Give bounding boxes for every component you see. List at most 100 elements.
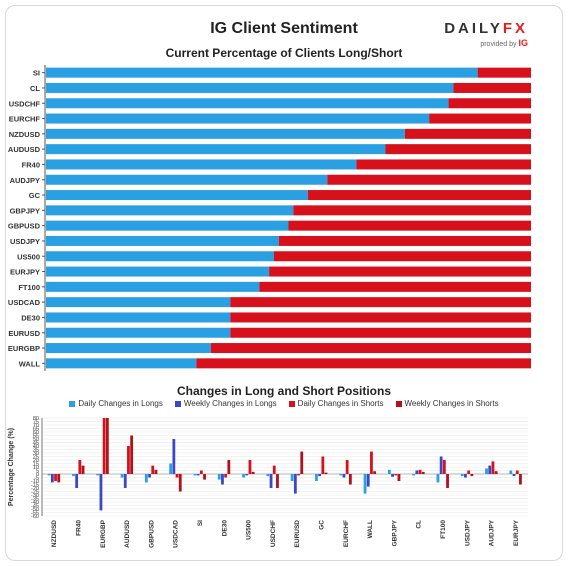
- change-bar-daily-changes-in-shorts-nzdusd: [54, 474, 57, 481]
- change-bar-daily-changes-in-longs-wall: [363, 474, 367, 494]
- sentiment-tick-label-us500: US500: [17, 252, 40, 261]
- change-bar-weekly-changes-in-shorts-gbpusd: [154, 469, 158, 474]
- change-bar-weekly-changes-in-shorts-usdcad: [178, 474, 182, 492]
- y-tick-label: -45: [31, 504, 39, 510]
- change-bar-daily-changes-in-shorts-us500: [248, 460, 252, 474]
- long-bar-usdcad: [46, 297, 231, 308]
- change-bar-weekly-changes-in-longs-cl: [415, 470, 419, 474]
- change-bar-daily-changes-in-longs-ft100: [436, 474, 440, 483]
- long-bar-eurjpy: [46, 266, 270, 277]
- change-bar-weekly-changes-in-longs-audjpy: [488, 465, 492, 474]
- dailyfx-logo[interactable]: DAILYFX provided by IG: [444, 20, 528, 48]
- change-bar-weekly-changes-in-shorts-audjpy: [494, 471, 498, 474]
- change-bar-daily-changes-in-longs-eurjpy: [509, 470, 513, 474]
- y-tick-label: 5: [36, 469, 39, 475]
- x-tick-label-fr40: FR40: [75, 520, 82, 536]
- legend-item-weekly-changes-in-shorts[interactable]: Weekly Changes in Shorts: [395, 399, 499, 408]
- y-tick-label: 70: [33, 423, 39, 429]
- x-tick-label-gbpjpy: GBPJPY: [391, 519, 398, 546]
- change-bar-weekly-changes-in-shorts-eurchf: [348, 474, 352, 485]
- change-bar-daily-changes-in-longs-usdcad: [169, 463, 173, 474]
- short-bar-audjpy: [327, 174, 531, 185]
- y-tick-label: -20: [31, 486, 39, 492]
- y-tick-label: -30: [31, 493, 39, 499]
- change-bar-weekly-changes-in-shorts-cl: [421, 471, 425, 474]
- change-bar-daily-changes-in-shorts-eurgbp: [102, 418, 106, 474]
- legend-swatch: [174, 400, 181, 407]
- legend-label: Weekly Changes in Longs: [183, 399, 277, 408]
- legend-item-weekly-changes-in-longs[interactable]: Weekly Changes in Longs: [174, 399, 277, 408]
- y-tick-label: 80: [33, 416, 39, 422]
- sentiment-chart-title: Current Percentage of Clients Long/Short: [165, 46, 403, 60]
- short-bar-us500: [273, 251, 531, 262]
- y-tick-label: -35: [31, 497, 39, 503]
- sentiment-tick-label-nzdusd: NZDUSD: [9, 130, 41, 139]
- y-tick-label: 40: [33, 444, 39, 450]
- x-tick-label-usdcad: USDCAD: [173, 520, 180, 548]
- change-bar-weekly-changes-in-shorts-de30: [227, 460, 231, 474]
- long-bar-ft100: [46, 281, 260, 292]
- change-bar-daily-changes-in-shorts-fr40: [78, 460, 82, 474]
- sentiment-tick-label-audjpy: AUDJPY: [10, 176, 40, 185]
- x-tick-label-de30: DE30: [221, 520, 228, 537]
- x-tick-label-wall: WALL: [367, 520, 374, 538]
- y-tick-label: -10: [31, 479, 39, 485]
- change-bar-daily-changes-in-longs-audjpy: [485, 468, 488, 474]
- long-bar-eurgbp: [46, 343, 211, 354]
- y-tick-label: 45: [33, 441, 39, 447]
- y-tick-label: 55: [33, 434, 39, 440]
- short-bar-audusd: [385, 144, 531, 155]
- change-bar-weekly-changes-in-shorts-si: [203, 474, 206, 480]
- short-bar-usdchf: [448, 98, 531, 109]
- change-bar-daily-changes-in-shorts-gc: [321, 456, 325, 474]
- change-bar-daily-changes-in-longs-nzdusd: [47, 474, 51, 476]
- change-bar-weekly-changes-in-longs-si: [196, 474, 200, 476]
- long-bar-wall: [46, 358, 197, 369]
- change-bar-daily-changes-in-longs-audusd: [120, 474, 124, 478]
- legend-item-daily-changes-in-longs[interactable]: Daily Changes in Longs: [69, 399, 163, 408]
- change-bar-weekly-changes-in-shorts-eurusd: [300, 451, 304, 474]
- short-bar-cl: [453, 82, 531, 93]
- change-bar-daily-changes-in-shorts-eurchf: [345, 460, 349, 474]
- change-bar-daily-changes-in-shorts-ft100: [442, 460, 446, 474]
- change-bar-daily-changes-in-shorts-usdjpy: [467, 470, 471, 474]
- long-bar-audjpy: [46, 174, 328, 185]
- change-bar-weekly-changes-in-longs-eurjpy: [512, 474, 516, 477]
- change-bar-weekly-changes-in-longs-us500: [245, 474, 249, 476]
- long-bar-gbpusd: [46, 220, 289, 231]
- y-tick-label: -60: [31, 514, 39, 520]
- long-bar-nzdusd: [46, 128, 405, 139]
- change-bar-daily-changes-in-longs-cl: [412, 474, 416, 476]
- long-bar-cl: [46, 82, 454, 93]
- x-tick-label-si: SI: [197, 520, 204, 526]
- x-tick-label-audusd: AUDUSD: [124, 520, 131, 548]
- change-bar-daily-changes-in-shorts-si: [199, 470, 203, 474]
- change-bar-daily-changes-in-shorts-gbpusd: [151, 465, 155, 474]
- legend-swatch: [69, 400, 76, 407]
- short-bar-usdjpy: [278, 235, 531, 246]
- sentiment-tick-label-gbpusd: GBPUSD: [8, 222, 41, 231]
- change-bar-weekly-changes-in-longs-eurchf: [342, 474, 346, 478]
- y-tick-label: 10: [33, 465, 39, 471]
- short-bar-eurjpy: [269, 266, 531, 277]
- x-tick-label-eurjpy: EURJPY: [513, 519, 520, 546]
- sentiment-tick-label-audusd: AUDUSD: [8, 145, 41, 154]
- change-bar-weekly-changes-in-shorts-nzdusd: [57, 474, 61, 483]
- legend-item-daily-changes-in-shorts[interactable]: Daily Changes in Shorts: [288, 399, 384, 408]
- x-tick-label-audjpy: AUDJPY: [489, 519, 496, 546]
- legend-swatch: [395, 400, 402, 407]
- long-bar-fr40: [46, 159, 357, 170]
- y-tick-label: 75: [33, 420, 39, 426]
- y-tick-label: -40: [31, 500, 39, 506]
- long-bar-us500: [46, 251, 274, 262]
- change-bar-daily-changes-in-shorts-cl: [418, 469, 422, 474]
- y-tick-label: -25: [31, 490, 39, 496]
- sentiment-tick-label-usdcad: USDCAD: [8, 298, 41, 307]
- change-bar-daily-changes-in-longs-eurchf: [339, 474, 343, 476]
- sentiment-tick-label-wall: WALL: [19, 359, 41, 368]
- change-bar-weekly-changes-in-shorts-wall: [373, 471, 377, 474]
- change-bar-daily-changes-in-shorts-de30: [224, 474, 228, 478]
- change-bar-daily-changes-in-longs-eurusd: [290, 474, 294, 481]
- y-axis-label: Percentage Change (%): [8, 428, 15, 506]
- change-bar-daily-changes-in-longs-gbpusd: [144, 474, 148, 483]
